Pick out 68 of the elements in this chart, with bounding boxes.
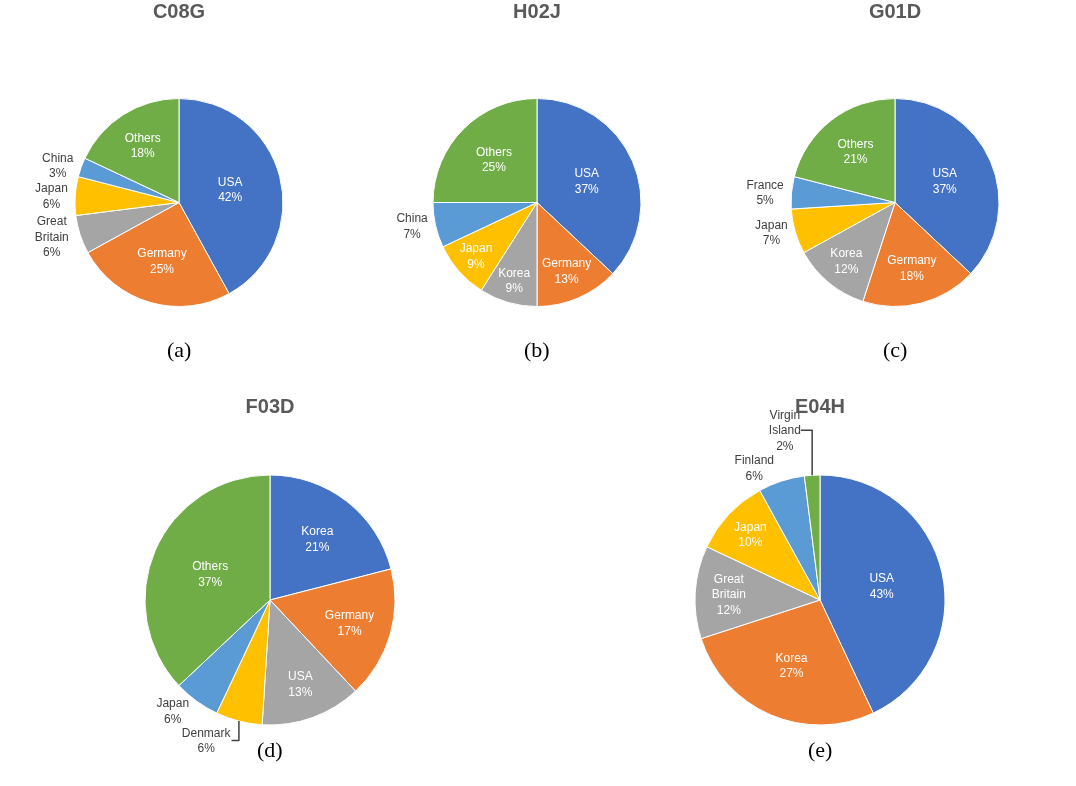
chart-title: G01D <box>868 0 922 22</box>
data-label: 6% <box>43 245 61 260</box>
chart-title: C08G <box>152 0 206 22</box>
data-label: 37% <box>932 181 958 196</box>
data-label: 7% <box>403 226 422 241</box>
data-label: 13% <box>554 271 579 286</box>
data-label: 37% <box>574 181 600 196</box>
data-label: 27% <box>779 666 804 681</box>
slice-label: Others <box>124 130 161 145</box>
data-label: 25% <box>149 261 175 276</box>
slice-label: Japan <box>156 696 190 711</box>
data-label: 12% <box>716 602 742 617</box>
data-label: 25% <box>481 160 507 175</box>
slice-label: USA <box>217 174 243 189</box>
text: (c) <box>883 337 908 362</box>
slice-label: Germany <box>324 608 375 623</box>
chart-title: H02J <box>513 0 561 22</box>
slice-label: USA <box>932 166 958 181</box>
slice-label: Denmark <box>181 725 232 740</box>
slice-label: Great Britain <box>711 571 746 602</box>
data-label: 6% <box>197 741 216 756</box>
data-label: 42% <box>218 190 243 205</box>
data-label: 17% <box>337 623 362 638</box>
slice-label: Korea <box>498 265 531 280</box>
data-label: 9% <box>467 257 486 272</box>
slice-label: Japan <box>734 519 767 534</box>
slice-label: Japan <box>459 241 493 256</box>
slice-label: Korea <box>830 246 863 261</box>
data-label: 6% <box>42 196 61 211</box>
text: (d) <box>257 737 283 762</box>
slice-label: Korea <box>775 650 808 665</box>
slice-label: Japan <box>755 217 788 232</box>
chart-title: F03D <box>245 394 295 417</box>
slice-label: China <box>396 211 429 226</box>
data-label: 18% <box>899 268 925 283</box>
slice-label: Germany <box>137 246 187 261</box>
slice-label: USA <box>574 166 600 181</box>
slice-label: Germany <box>887 253 937 268</box>
data-label: 2% <box>776 438 794 453</box>
text: (a) <box>167 337 192 362</box>
slice-label: USA <box>869 571 895 586</box>
slice-label: Others <box>837 136 874 151</box>
data-label: 21% <box>305 539 330 554</box>
text: (b) <box>524 337 550 362</box>
slice-label: France <box>746 177 785 192</box>
data-label: 10% <box>738 535 763 550</box>
data-label: 7% <box>762 233 781 248</box>
data-label: 43% <box>869 587 895 601</box>
text: (e) <box>808 737 833 762</box>
data-label: 6% <box>164 711 182 726</box>
slice-label: USA <box>287 669 313 684</box>
data-label: 3% <box>49 166 67 181</box>
slice-label: Japan <box>35 181 68 196</box>
slice-label: Great Britain <box>34 214 69 244</box>
slice-label: Germany <box>541 256 592 271</box>
slice-label: China <box>42 150 74 165</box>
slice-label: Korea <box>301 523 334 538</box>
data-label: 37% <box>198 574 223 589</box>
data-label: 13% <box>288 684 313 699</box>
slice-label: Others <box>475 144 512 159</box>
data-label: 9% <box>505 281 524 296</box>
data-label: 5% <box>756 193 775 208</box>
slice-label: Finland <box>734 452 774 467</box>
data-label: 21% <box>843 152 868 167</box>
data-label: 12% <box>834 261 859 276</box>
data-label: 18% <box>130 146 156 161</box>
data-label: 6% <box>745 468 764 483</box>
slice-label: Others <box>192 559 229 574</box>
